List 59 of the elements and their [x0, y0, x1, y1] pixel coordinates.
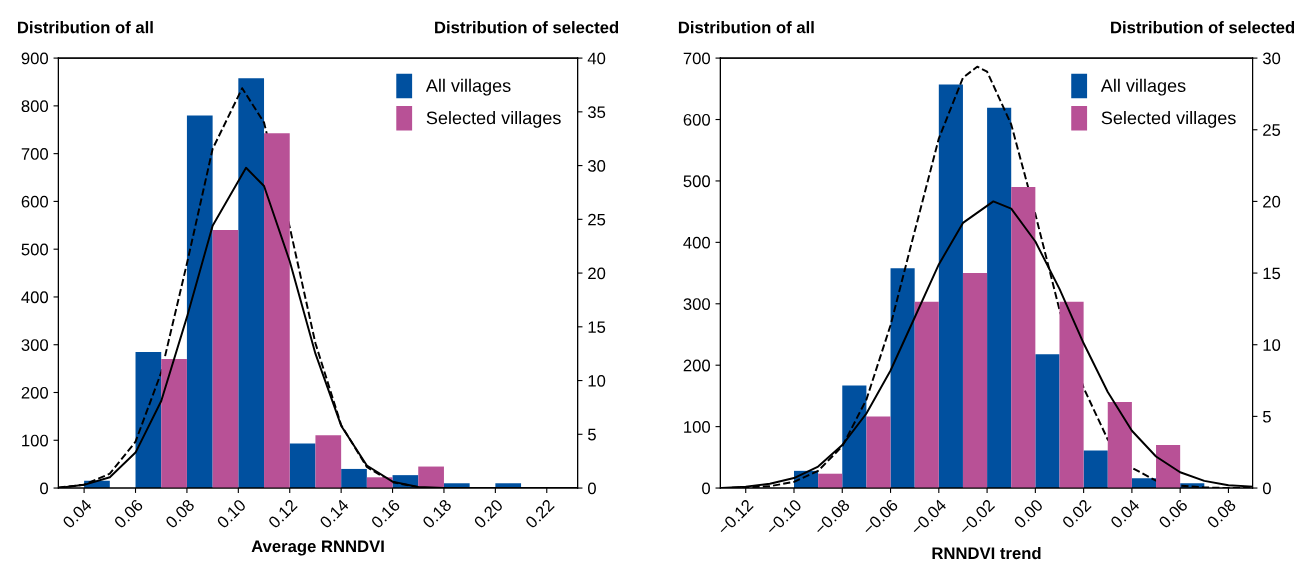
x-tick-label: 0.12 [267, 498, 298, 529]
y-tick-label: 500 [21, 243, 49, 256]
y2-tick-label: 40 [587, 52, 606, 65]
x-tick-label: 0.04 [61, 498, 93, 529]
y2-axis-title: Distribution of selected [1111, 21, 1295, 34]
y-tick-label: 500 [683, 175, 711, 188]
y2-tick-label: 30 [1262, 52, 1281, 65]
y-tick-label: 300 [21, 339, 49, 351]
x-tick-label: 0.18 [421, 498, 453, 529]
y2-tick-label: 0 [1262, 482, 1271, 495]
y-tick-label: 400 [21, 291, 49, 304]
y-tick-label: 600 [21, 195, 49, 208]
y2-tick-label: 20 [1263, 195, 1281, 208]
x-tick-label: 0.06 [1158, 498, 1189, 529]
x-tick-label: 0.08 [1206, 498, 1237, 529]
y2-tick-label: 30 [587, 159, 606, 172]
y-tick-label: 100 [684, 421, 711, 433]
x-axis-title: Average RNNDVI [251, 540, 384, 556]
y-tick-label: 0 [702, 482, 711, 495]
y-tick-label: 900 [21, 52, 49, 65]
y2-tick-label: 20 [588, 267, 606, 280]
y2-tick-label: 25 [1263, 124, 1281, 136]
y2-tick-label: 15 [588, 321, 606, 334]
x-tick-label: 0.06 [113, 498, 144, 529]
y2-tick-label: 0 [587, 482, 596, 495]
y-tick-label: 600 [683, 113, 711, 126]
x-tick-label: 0.20 [473, 498, 504, 529]
x-tick-label: 0.04 [1109, 498, 1141, 529]
y-tick-label: 300 [683, 298, 711, 310]
x-tick-label: 0.10 [216, 498, 247, 529]
legend-label: Selected villages [1101, 111, 1236, 128]
y2-tick-label: 10 [588, 374, 606, 387]
y-tick-label: 100 [22, 434, 49, 447]
x-axis-title: RNNDVI trend [932, 546, 1041, 560]
y2-tick-label: 15 [1263, 267, 1281, 280]
y-tick-label: 400 [683, 236, 711, 249]
y-tick-label: 800 [21, 100, 49, 113]
x-tick-label: 0.02 [1061, 498, 1092, 529]
x-tick-label: 0.14 [318, 498, 350, 529]
y2-tick-label: 5 [1262, 410, 1271, 423]
legend-label: Selected villages [426, 111, 561, 128]
y2-axis-title: Distribution of selected [435, 21, 619, 34]
x-tick-label: 0.08 [164, 498, 196, 529]
y2-tick-label: 25 [588, 213, 606, 226]
x-tick-label: 0.16 [370, 498, 401, 529]
legend-label: All villages [1100, 78, 1186, 96]
x-tick-label: 0.22 [524, 498, 555, 529]
y2-tick-label: 5 [588, 428, 596, 441]
y-tick-label: 700 [683, 52, 711, 65]
x-tick-label: 0.00 [1013, 498, 1044, 529]
y-axis-title: Distribution of all [17, 21, 153, 34]
y-tick-label: 200 [683, 359, 711, 372]
y-tick-label: 0 [40, 482, 49, 495]
y2-tick-label: 35 [587, 106, 606, 119]
legend-label: All villages [425, 78, 511, 96]
y-tick-label: 700 [21, 148, 49, 160]
y-tick-label: 200 [21, 386, 49, 399]
y2-tick-label: 10 [1263, 339, 1281, 351]
y-axis-title: Distribution of all [678, 21, 814, 34]
